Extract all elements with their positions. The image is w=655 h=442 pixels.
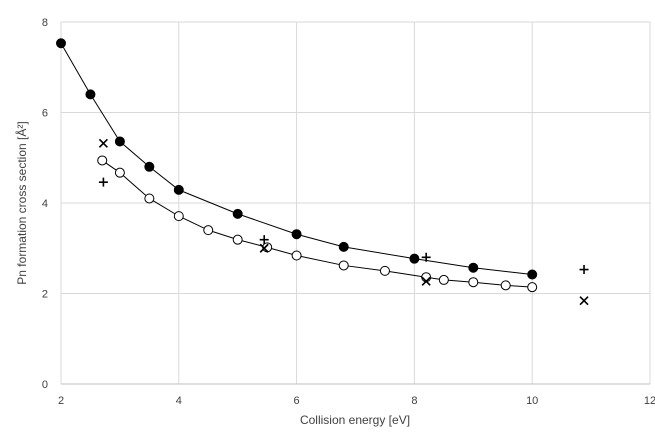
x-tick-label: 12	[644, 395, 655, 407]
x-tick-label: 8	[411, 395, 417, 407]
data-point	[468, 262, 479, 273]
data-point	[85, 89, 96, 100]
data-point	[421, 252, 431, 262]
data-point	[438, 274, 449, 285]
data-point	[232, 208, 243, 219]
data-point	[379, 265, 390, 276]
x-tick-label: 2	[58, 395, 64, 407]
x-tick-label: 6	[294, 395, 300, 407]
y-tick-label: 2	[42, 289, 48, 301]
series-open-circle	[97, 155, 538, 293]
data-point	[98, 177, 108, 187]
y-tick-label: 8	[42, 17, 48, 29]
data-point	[527, 269, 538, 280]
data-point	[114, 167, 125, 178]
data-point	[232, 234, 243, 245]
data-point	[500, 280, 511, 291]
y-tick-label: 6	[42, 108, 48, 120]
series-filled-circle	[56, 38, 538, 280]
y-tick-label: 4	[42, 198, 48, 210]
x-axis-title: Collision energy [eV]	[300, 413, 410, 427]
series-line	[101, 160, 533, 288]
data-point	[144, 161, 155, 172]
data-point	[173, 184, 184, 195]
data-point	[98, 138, 108, 148]
data-point	[97, 155, 108, 166]
data-point	[259, 235, 269, 245]
series-cross	[98, 138, 589, 306]
data-point	[291, 250, 302, 261]
data-point	[259, 243, 269, 253]
y-axis-title: Pn formation cross section [Å²]	[14, 121, 29, 284]
data-point	[409, 253, 420, 264]
data-point	[579, 265, 589, 275]
data-series	[56, 38, 589, 306]
data-point	[144, 193, 155, 204]
data-point	[114, 136, 125, 147]
series-plus	[98, 177, 589, 275]
data-point	[338, 241, 349, 252]
data-point	[468, 277, 479, 288]
data-point	[203, 225, 214, 236]
data-point	[527, 282, 538, 293]
data-point	[291, 229, 302, 240]
x-tick-label: 4	[176, 395, 182, 407]
data-point	[421, 276, 431, 286]
x-tick-label: 10	[526, 395, 538, 407]
data-point	[173, 211, 184, 222]
grid-lines	[60, 21, 651, 384]
data-point	[338, 260, 349, 271]
y-tick-label: 0	[42, 379, 48, 391]
data-point	[56, 38, 66, 49]
data-point	[579, 296, 589, 306]
